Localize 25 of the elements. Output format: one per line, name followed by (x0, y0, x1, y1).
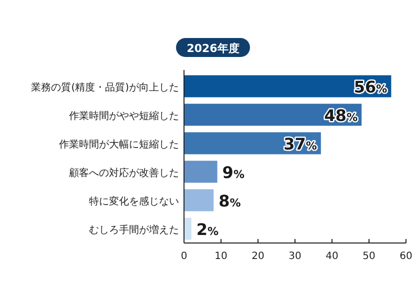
title: 2026年度 (176, 38, 250, 57)
y-tick-label: 特に変化を感じない (89, 195, 179, 208)
y-tick-label: 顧客への対応が改善した (69, 166, 179, 179)
bar (184, 160, 218, 183)
bar (184, 75, 392, 98)
y-tick-label: 業務の質(精度・品質)が向上した (31, 81, 179, 94)
data-label: 48% (324, 106, 358, 125)
data-label: 37% (284, 134, 317, 154)
x-tick-label: 40 (326, 251, 338, 262)
chart-title: 2026年度 (186, 42, 240, 55)
y-tick-label: むしろ手間が増えた (89, 224, 179, 236)
y-tick-label: 作業時間が大幅に短縮した (58, 138, 179, 150)
x-tick-label: 0 (180, 251, 188, 262)
x-tick-label: 30 (288, 251, 302, 262)
x-tick-label: 50 (362, 251, 376, 262)
bar (184, 189, 214, 212)
x-tick-label: 20 (252, 251, 264, 262)
data-label: 8% (218, 191, 241, 210)
data-label: 9% (222, 162, 244, 182)
data-label: 2% (196, 220, 219, 239)
y-tick-label: 作業時間がやや短縮した (68, 110, 179, 122)
data-label: 56% (354, 77, 388, 96)
bar (184, 218, 192, 240)
x-tick-label: 10 (214, 251, 228, 262)
x-tick-label: 60 (400, 251, 412, 262)
